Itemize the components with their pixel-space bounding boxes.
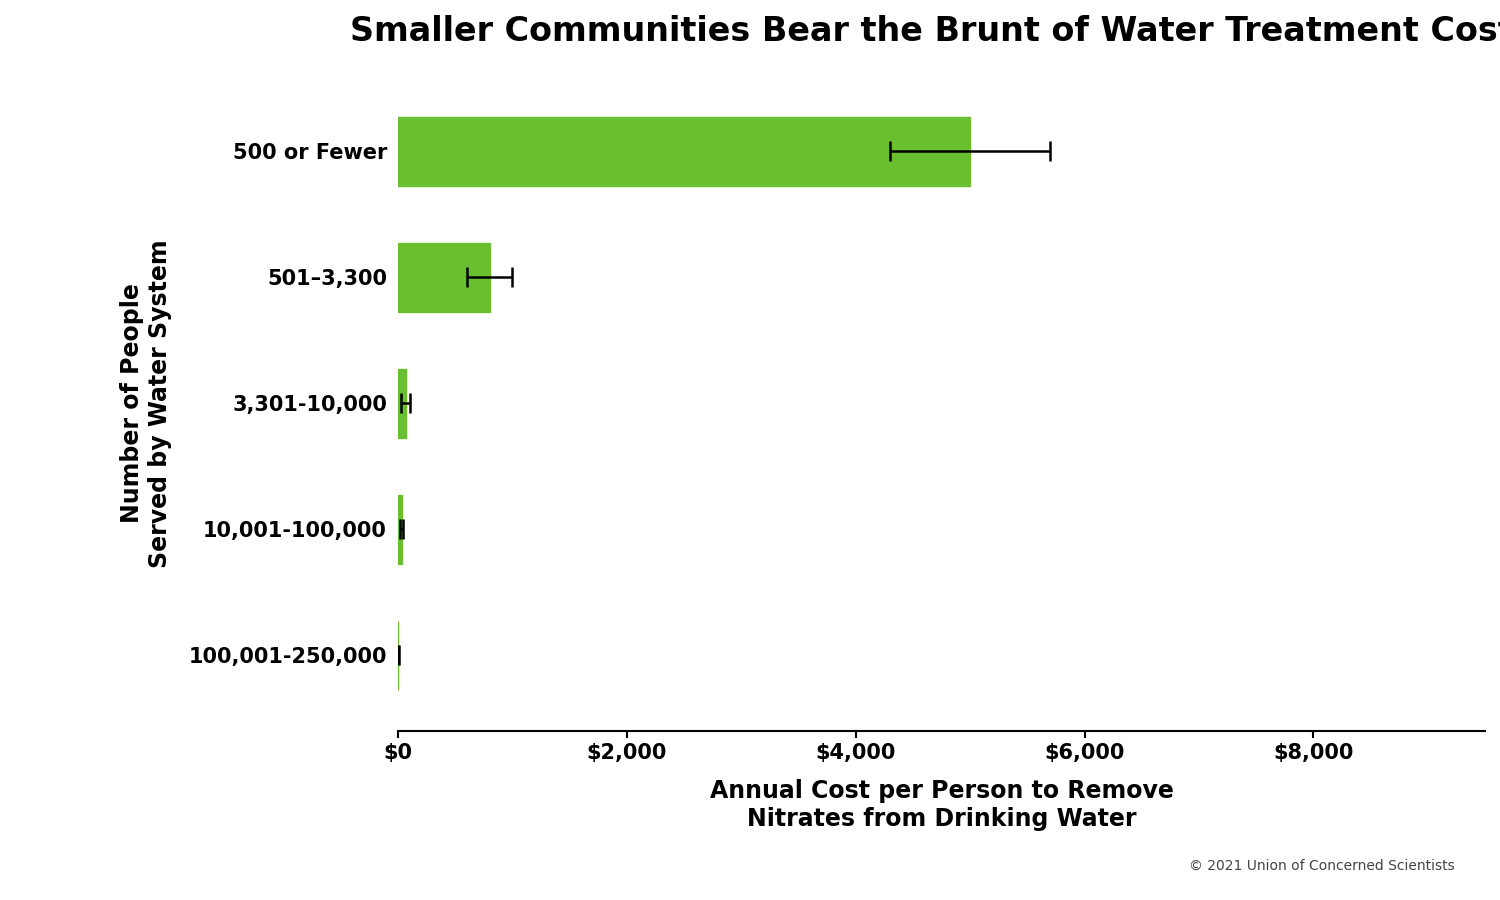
Title: Smaller Communities Bear the Brunt of Water Treatment Costs: Smaller Communities Bear the Brunt of Wa…: [350, 15, 1500, 48]
Y-axis label: Number of People
Served by Water System: Number of People Served by Water System: [120, 238, 172, 568]
Bar: [398, 117, 970, 186]
Bar: [398, 494, 402, 563]
Bar: [398, 369, 405, 438]
Text: © 2021 Union of Concerned Scientists: © 2021 Union of Concerned Scientists: [1190, 859, 1455, 873]
X-axis label: Annual Cost per Person to Remove
Nitrates from Drinking Water: Annual Cost per Person to Remove Nitrate…: [710, 779, 1173, 831]
Bar: [398, 243, 489, 312]
